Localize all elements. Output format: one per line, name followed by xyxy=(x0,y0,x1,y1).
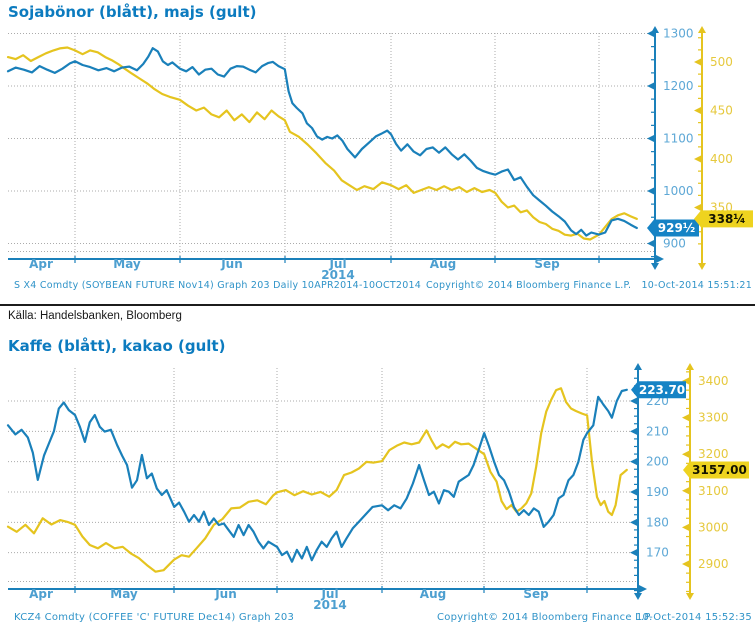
kakao-cocoa-tick-label: 3300 xyxy=(698,411,729,425)
kaffe-coffee-dec14-tick-label: 180 xyxy=(646,515,669,529)
sojabonor-soybean-nov14-major-tick-icon xyxy=(647,82,655,90)
kakao-cocoa-tick-label: 3200 xyxy=(698,447,729,461)
kaffe-coffee-dec14-tick-label: 170 xyxy=(646,546,669,560)
kaffe-coffee-dec14-last-price-badge xyxy=(631,381,686,399)
sojabonor-soybean-nov14-tick-label: 900 xyxy=(663,237,686,251)
month-label: Aug xyxy=(420,587,446,601)
kakao-cocoa-last-price-badge-label: 3157.00 xyxy=(692,463,747,477)
sojabonor-soybean-nov14-major-tick-icon xyxy=(647,134,655,143)
kaffe-coffee-dec14-tick-label: 210 xyxy=(646,424,669,438)
month-label: Aug xyxy=(430,257,456,271)
sojabonor-soybean-nov14-tick-label: 1300 xyxy=(663,27,694,41)
kaffe-coffee-dec14-last-price-badge-label: 223.70 xyxy=(639,383,685,397)
month-label: May xyxy=(113,257,141,271)
majs-corn-major-tick-icon xyxy=(694,106,702,115)
x-axis-arrow-icon xyxy=(639,585,647,593)
copyright-text-bottom: Copyright© 2014 Bloomberg Finance L.P. xyxy=(437,612,653,623)
soybean-ticker-text: S X4 Comdty (SOYBEAN FUTURE Nov14) Graph… xyxy=(14,280,422,291)
timestamp-top: 10-Oct-2014 15:51:21 xyxy=(641,280,752,291)
month-label: Apr xyxy=(29,587,53,601)
majs-corn-tick-label: 450 xyxy=(710,104,733,118)
majs-corn-tick-label: 500 xyxy=(710,55,733,69)
kaffe-coffee-dec14-axis-arrow-up-icon xyxy=(634,363,642,370)
kakao-cocoa-major-tick-icon xyxy=(682,523,690,532)
month-label: Jun xyxy=(220,257,243,271)
coffee-ticker-text: KCZ4 Comdty (COFFEE 'C' FUTURE Dec14) Gr… xyxy=(14,612,295,623)
source-note: Källa: Handelsbanken, Bloomberg xyxy=(8,310,182,322)
year-label: 2014 xyxy=(321,268,354,282)
kakao-cocoa-tick-label: 3400 xyxy=(698,374,729,388)
kakao-cocoa-last-price-badge xyxy=(683,461,749,479)
sojabonor-soybean-nov14-tick-label: 1000 xyxy=(663,184,694,198)
kaffe-coffee-dec14-axis-arrow-down-icon xyxy=(634,593,642,600)
majs-corn-last-price-badge xyxy=(694,210,753,228)
kakao-cocoa-major-tick-icon xyxy=(682,486,690,495)
kaffe-coffee-dec14-major-tick-icon xyxy=(630,487,638,496)
kakao-cocoa-major-tick-icon xyxy=(682,413,690,422)
kakao-cocoa-tick-label: 3000 xyxy=(698,520,729,534)
soybeans-price-line xyxy=(6,47,638,237)
sojabonor-soybean-nov14-tick-label: 1200 xyxy=(663,79,694,93)
month-label: Jul xyxy=(320,587,338,601)
sojabonor-soybean-nov14-major-tick-icon xyxy=(647,239,655,248)
sojabonor-soybean-nov14-last-price-badge xyxy=(647,219,699,237)
coffee-cocoa-chart-canvas: Apr May Jun Jul Aug Sep2014220210200190180170… xyxy=(6,363,749,612)
kakao-cocoa-tick-label: 3100 xyxy=(698,484,729,498)
majs-corn-major-tick-icon xyxy=(694,155,702,163)
month-label: Apr xyxy=(29,257,53,271)
coffee-price-line xyxy=(6,388,628,563)
separator-line xyxy=(0,304,755,306)
year-label: 2014 xyxy=(313,598,346,612)
kaffe-coffee-dec14-major-tick-icon xyxy=(630,457,638,466)
majs-corn-last-price-badge-label: 338¼ xyxy=(708,212,745,226)
kaffe-coffee-dec14-major-tick-icon xyxy=(630,397,638,405)
majs-corn-axis-arrow-down-icon xyxy=(698,263,706,270)
x-axis-arrow-icon xyxy=(656,255,664,263)
sojabonor-soybean-nov14-last-price-badge-label: 929½ xyxy=(658,221,695,235)
sojabonor-soybean-nov14-major-tick-icon xyxy=(647,29,655,38)
kakao-cocoa-axis-arrow-down-icon xyxy=(686,593,694,600)
copyright-text-top: Copyright© 2014 Bloomberg Finance L.P. xyxy=(426,280,632,291)
kaffe-coffee-dec14-major-tick-icon xyxy=(630,518,638,527)
sojabonor-soybean-nov14-axis-arrow-down-icon xyxy=(651,263,659,270)
sojabonor-soybean-nov14-major-tick-icon xyxy=(647,187,655,195)
majs-corn-major-tick-icon xyxy=(694,58,702,66)
kaffe-coffee-dec14-tick-label: 200 xyxy=(646,455,669,469)
majs-corn-axis-arrow-up-icon xyxy=(698,26,706,33)
kakao-cocoa-axis-arrow-up-icon xyxy=(686,363,694,370)
month-label: Sep xyxy=(534,257,560,271)
cocoa-price-line xyxy=(6,387,628,573)
sojabonor-soybean-nov14-tick-label: 1100 xyxy=(663,132,694,146)
kaffe-coffee-dec14-major-tick-icon xyxy=(630,548,638,557)
majs-corn-major-tick-icon xyxy=(694,203,702,212)
month-label: Sep xyxy=(523,587,549,601)
kakao-cocoa-major-tick-icon xyxy=(682,450,690,459)
coffee-cocoa-chart-title: Kaffe (blått), kakao (gult) xyxy=(8,337,226,355)
month-label: Jul xyxy=(328,257,346,271)
soybean-corn-chart-title: Sojabönor (blått), majs (gult) xyxy=(8,3,257,21)
majs-corn-tick-label: 400 xyxy=(710,152,733,166)
timestamp-bottom: 10-Oct-2014 15:52:35 xyxy=(635,612,752,623)
month-label: Jun xyxy=(214,587,237,601)
corn-price-line xyxy=(6,46,638,241)
kaffe-coffee-dec14-tick-label: 190 xyxy=(646,485,669,499)
kakao-cocoa-major-tick-icon xyxy=(682,377,690,385)
kaffe-coffee-dec14-major-tick-icon xyxy=(630,427,638,436)
soybean-corn-chart-canvas: Apr May Jun Jul Aug Sep 2014 1300 1200 1100 1000 90… xyxy=(6,26,753,282)
month-label: May xyxy=(110,587,138,601)
coffee-cocoa-chart-footer: KCZ4 Comdty (COFFEE 'C' FUTURE Dec14) Gr… xyxy=(0,612,755,625)
soybean-corn-chart-footer: S X4 Comdty (SOYBEAN FUTURE Nov14) Graph… xyxy=(0,280,755,293)
kakao-cocoa-tick-label: 2900 xyxy=(698,557,729,571)
kakao-cocoa-major-tick-icon xyxy=(682,560,690,568)
